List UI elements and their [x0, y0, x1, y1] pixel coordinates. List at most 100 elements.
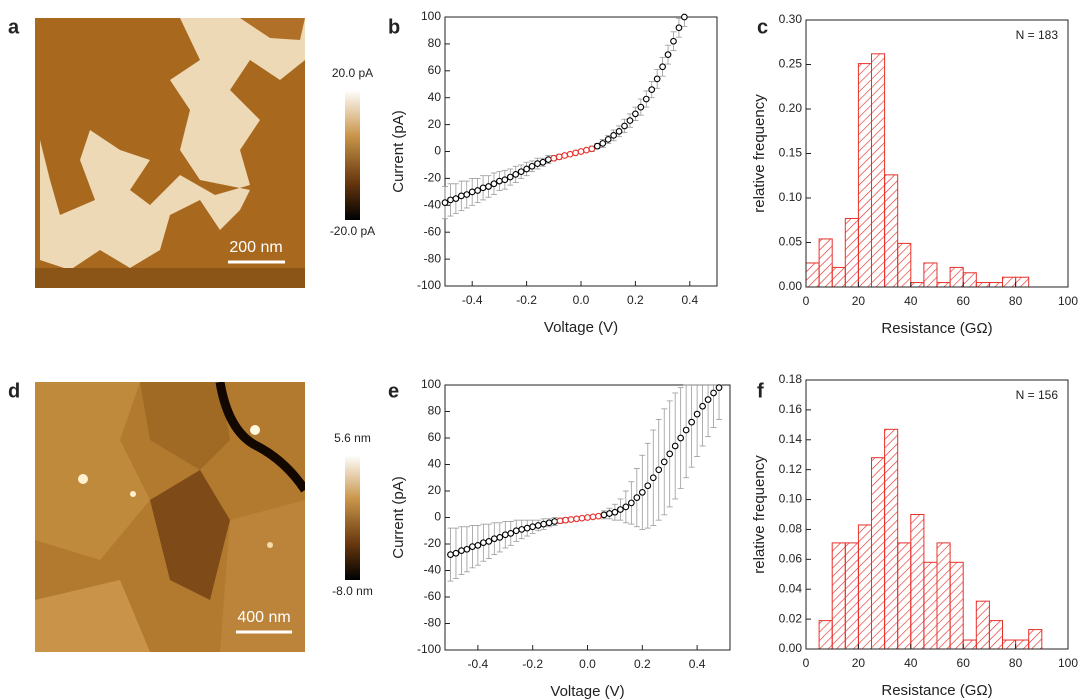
- data-point: [704, 396, 712, 403]
- data-point: [583, 146, 590, 154]
- y-tick-label: 0.20: [779, 101, 803, 115]
- histogram-bar: [936, 542, 951, 650]
- y-tick-label: 100: [421, 377, 441, 391]
- data-point: [653, 75, 661, 83]
- x-tick-label: 20: [852, 294, 866, 308]
- y-tick-label: 0: [434, 510, 441, 524]
- y-tick-label: 0.04: [779, 581, 803, 595]
- y-tick-label: -80: [424, 251, 442, 265]
- histogram-bar: [805, 262, 820, 288]
- y-tick-label: 0.30: [779, 12, 803, 26]
- data-point: [545, 156, 552, 163]
- x-axis-label: Voltage (V): [544, 319, 618, 336]
- y-tick-label: 20: [428, 117, 442, 131]
- histogram-bar: [923, 561, 938, 650]
- x-tick-label: 0.0: [573, 293, 590, 307]
- y-tick-label: -40: [424, 563, 442, 577]
- histogram-bar: [1002, 276, 1017, 288]
- histogram-bar: [871, 53, 886, 288]
- data-point: [671, 442, 679, 450]
- data-point: [485, 183, 492, 190]
- y-tick-label: 0.08: [779, 522, 803, 536]
- data-point: [555, 153, 563, 161]
- data-point: [627, 499, 635, 507]
- data-point: [588, 145, 596, 153]
- y-tick-label: 0.15: [779, 146, 803, 160]
- x-tick-label: 40: [904, 656, 918, 670]
- data-point: [479, 184, 487, 192]
- x-tick-label: -0.4: [462, 293, 483, 307]
- x-tick-label: 0.4: [681, 293, 698, 307]
- panel-label: f: [757, 380, 764, 402]
- data-point: [550, 154, 558, 162]
- data-point: [561, 152, 569, 159]
- data-point: [593, 142, 601, 150]
- y-tick-label: 0.12: [779, 462, 803, 476]
- data-point: [606, 510, 613, 517]
- y-tick-label: 0: [434, 144, 441, 158]
- y-tick-label: -80: [424, 616, 442, 630]
- y-tick-label: 60: [428, 430, 442, 444]
- histogram-bar: [949, 266, 964, 288]
- data-point: [710, 389, 717, 397]
- scale-bar-label: 200 nm: [229, 239, 282, 256]
- data-point: [512, 527, 520, 535]
- data-point: [507, 530, 515, 537]
- x-tick-label: 20: [852, 656, 866, 670]
- y-axis-label: relative frequency: [751, 94, 768, 213]
- histogram-bar: [910, 514, 925, 650]
- data-point: [468, 188, 476, 196]
- data-point: [545, 519, 553, 527]
- data-point: [517, 168, 525, 176]
- data-point: [474, 187, 481, 194]
- x-tick-label: 0: [803, 656, 810, 670]
- x-tick-label: 0.2: [634, 657, 651, 671]
- histogram-bar: [844, 217, 859, 288]
- histogram-bar: [962, 639, 977, 650]
- y-tick-label: 80: [428, 404, 442, 418]
- y-tick-label: 100: [421, 9, 441, 23]
- data-point: [642, 95, 650, 103]
- x-tick-label: 0.4: [689, 657, 706, 671]
- data-point: [496, 534, 504, 541]
- histogram-bar: [975, 600, 990, 650]
- histogram-bar: [988, 620, 1004, 650]
- y-tick-label: 0.16: [779, 402, 803, 416]
- data-point: [458, 547, 465, 554]
- data-point: [648, 86, 656, 93]
- colorbar-label: 5.6 nm: [334, 431, 371, 445]
- data-point: [693, 410, 701, 418]
- colorbar-label: -20.0 pA: [330, 224, 375, 238]
- histogram-bar: [857, 63, 873, 288]
- colorbar: [345, 455, 360, 580]
- data-point: [670, 37, 677, 45]
- data-point: [677, 434, 685, 442]
- data-point: [447, 551, 454, 558]
- x-tick-label: -0.2: [522, 657, 543, 671]
- data-point: [595, 512, 602, 520]
- data-point: [638, 488, 646, 496]
- y-tick-label: -60: [424, 589, 442, 603]
- afm-image-a: [35, 18, 305, 288]
- data-point: [457, 192, 465, 200]
- x-tick-label: 40: [904, 294, 918, 308]
- data-point: [611, 508, 619, 516]
- data-point: [615, 127, 623, 135]
- data-point: [551, 518, 558, 525]
- y-tick-label: 0.18: [779, 372, 803, 386]
- data-point: [632, 110, 639, 118]
- data-point: [447, 196, 454, 204]
- data-point: [664, 51, 672, 59]
- panel-label: e: [388, 380, 399, 402]
- colorbar: [345, 90, 360, 220]
- data-point: [441, 199, 449, 206]
- histogram-bar: [844, 542, 859, 650]
- data-point: [534, 522, 542, 529]
- data-point: [506, 173, 514, 181]
- x-tick-label: 0.2: [627, 293, 644, 307]
- data-point: [599, 140, 607, 147]
- data-point: [562, 516, 569, 524]
- histogram-bar: [857, 524, 873, 650]
- y-axis-label: Current (pA): [390, 476, 407, 559]
- data-point: [452, 195, 460, 202]
